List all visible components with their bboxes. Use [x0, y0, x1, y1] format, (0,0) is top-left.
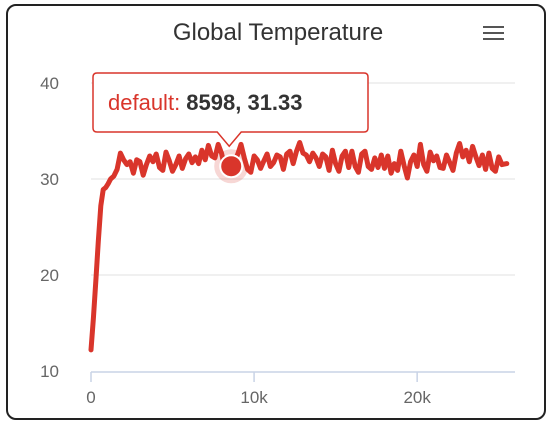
x-tick-label: 0	[86, 388, 95, 407]
x-tick-label: 10k	[240, 388, 268, 407]
tooltip-value: 8598, 31.33	[186, 90, 302, 115]
y-tick-label: 40	[40, 74, 59, 93]
tooltip-text: default: 8598, 31.33	[108, 90, 303, 115]
series-line-default	[88, 140, 510, 353]
tooltip: default: 8598, 31.33	[92, 72, 369, 148]
y-tick-label: 20	[40, 266, 59, 285]
y-tick-label: 10	[40, 362, 59, 381]
x-axis: 0 10k 20k	[86, 371, 515, 407]
series-group	[88, 140, 510, 353]
y-axis: 10 20 30 40	[40, 74, 59, 381]
hover-marker-group	[214, 149, 249, 184]
x-tick-label: 20k	[403, 388, 431, 407]
tooltip-series-label: default	[108, 90, 174, 115]
tooltip-separator: :	[174, 90, 186, 115]
hamburger-menu-icon[interactable]	[476, 20, 510, 46]
tooltip-box	[92, 72, 369, 148]
hover-point[interactable]	[219, 154, 244, 179]
y-tick-label: 30	[40, 170, 59, 189]
chart-title: Global Temperature	[173, 19, 383, 46]
